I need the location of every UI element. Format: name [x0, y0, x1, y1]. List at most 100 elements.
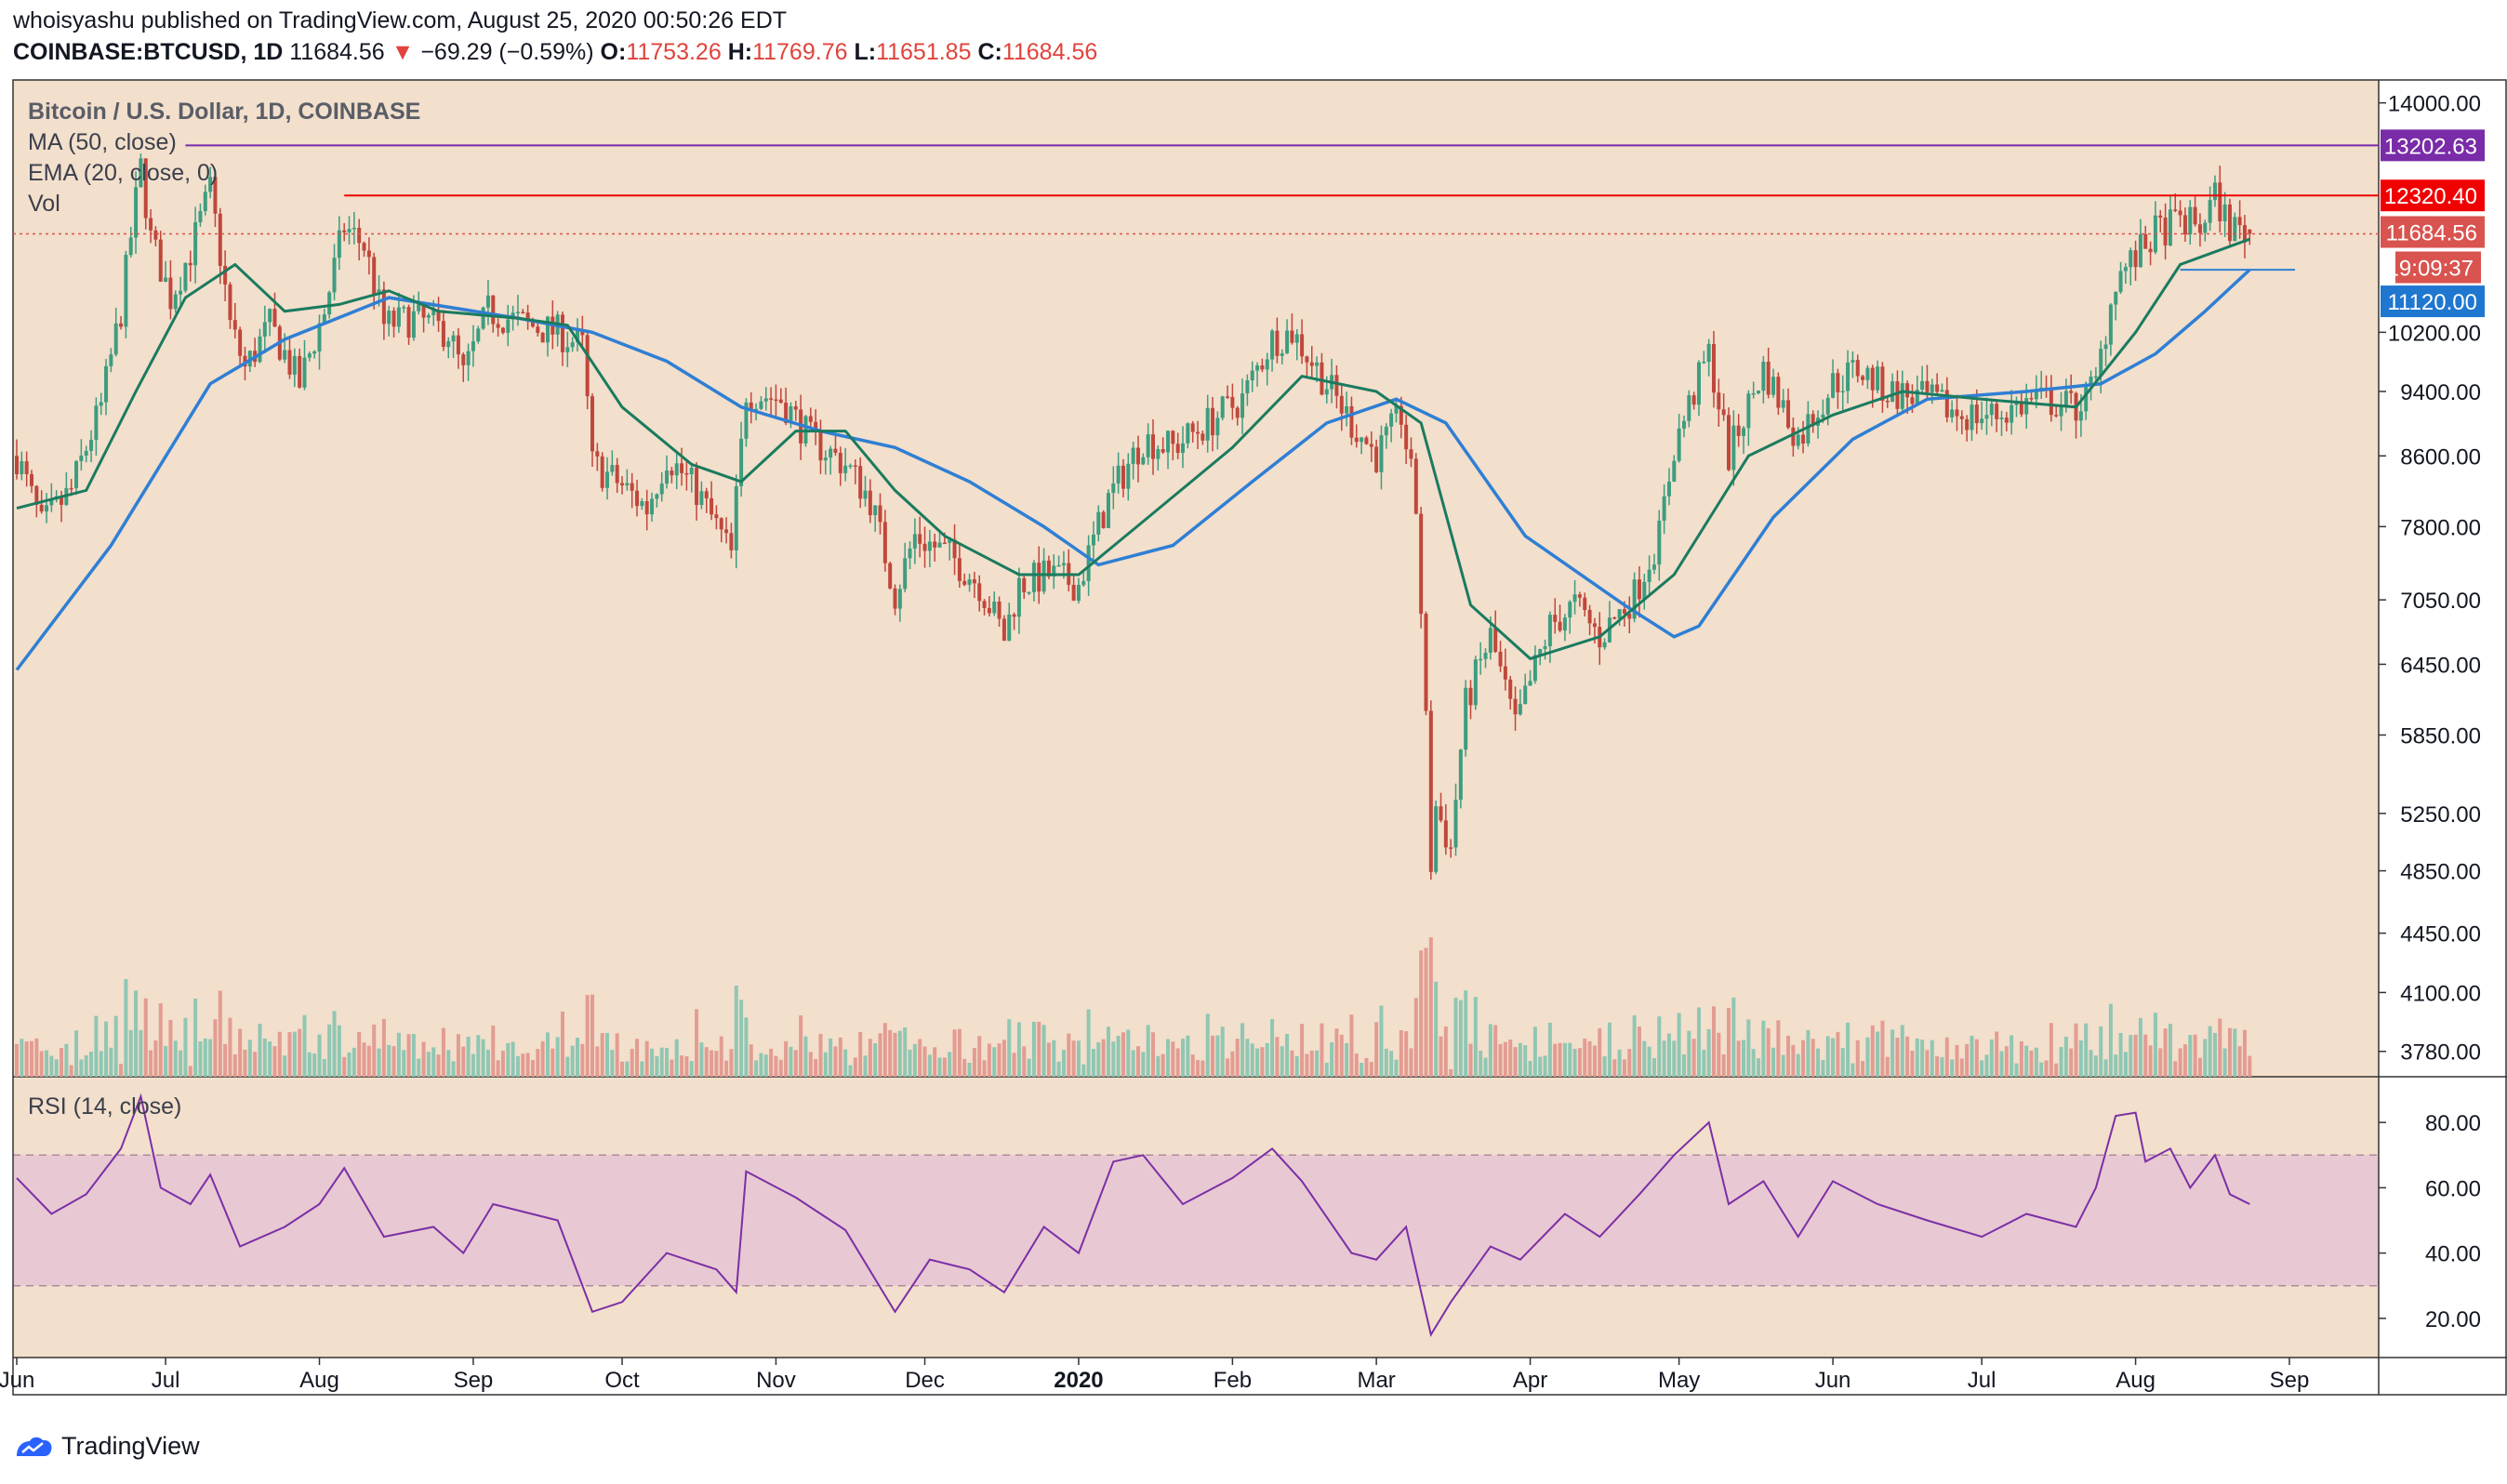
candle-body-2019-06-25 — [134, 187, 139, 238]
volume-bar-2020-06-21 — [1930, 1040, 1934, 1077]
volume-bar-2019-11-23 — [882, 1023, 887, 1077]
candle-body-2019-08-07 — [347, 229, 352, 232]
price-tick-label-9400: 9400.00 — [2400, 380, 2481, 405]
candle-body-2019-06-21 — [113, 323, 118, 355]
candle-body-2020-07-06 — [2004, 417, 2009, 423]
candle-body-2019-09-19 — [560, 314, 564, 352]
candle-body-2020-02-26 — [1354, 437, 1359, 443]
volume-bar-2020-03-24 — [1488, 1024, 1492, 1077]
volume-bar-2019-09-29 — [610, 1050, 615, 1077]
volume-bar-2020-03-03 — [1384, 1048, 1388, 1077]
volume-bar-2020-01-07 — [1106, 1027, 1110, 1077]
volume-bar-2020-07-04 — [1995, 1031, 1999, 1077]
volume-bar-2020-05-20 — [1771, 1047, 1776, 1077]
candle-body-2019-11-26 — [897, 589, 902, 609]
axis-badge-text-13202-63: 13202.63 — [2384, 134, 2477, 159]
candle-body-2019-12-02 — [927, 541, 932, 551]
candle-body-2019-10-11 — [670, 470, 674, 476]
candle-body-2020-08-07 — [2163, 218, 2168, 245]
candle-body-2019-08-14 — [381, 289, 386, 325]
candle-body-2019-12-31 — [1071, 584, 1076, 602]
candle-body-2020-01-16 — [1151, 434, 1155, 459]
volume-bar-2020-03-16 — [1449, 1068, 1453, 1077]
candle-body-2020-04-23 — [1637, 579, 1641, 600]
volume-bar-2019-12-14 — [987, 1043, 991, 1077]
volume-bar-2020-05-17 — [1757, 1058, 1761, 1077]
candle-body-2019-12-16 — [997, 601, 1001, 619]
candle-body-2019-09-16 — [545, 316, 550, 343]
candle-body-2020-08-12 — [2188, 206, 2193, 235]
candle-body-2019-09-14 — [536, 326, 540, 333]
volume-bar-2020-03-05 — [1394, 1059, 1399, 1077]
volume-bar-2020-06-17 — [1910, 1051, 1915, 1077]
candle-body-2019-09-27 — [600, 456, 604, 488]
volume-bar-2020-07-16 — [2054, 1063, 2059, 1077]
candle-body-2020-05-20 — [1771, 377, 1776, 395]
volume-bar-2020-07-29 — [2118, 1032, 2123, 1077]
candle-body-2019-06-15 — [84, 450, 88, 456]
candle-body-2020-03-18 — [1458, 749, 1463, 801]
candle-body-2019-11-25 — [893, 588, 897, 609]
volume-bar-2020-03-13 — [1434, 981, 1439, 1077]
time-tick-label-5: Nov — [756, 1368, 796, 1393]
price-tick-label-7800: 7800.00 — [2400, 515, 2481, 540]
candle-body-2020-05-30 — [1821, 414, 1825, 418]
footer-brand[interactable]: TradingView — [13, 1432, 200, 1461]
volume-bar-2019-12-09 — [962, 1058, 967, 1077]
candle-body-2020-06-22 — [1935, 384, 1940, 392]
volume-bar-2019-10-18 — [704, 1047, 709, 1077]
candle-body-2019-06-01 — [15, 456, 19, 475]
volume-bar-2019-10-27 — [749, 1044, 753, 1077]
candle-body-2020-07-30 — [2123, 267, 2128, 272]
volume-bar-2020-02-10 — [1275, 1037, 1280, 1077]
volume-bar-2019-07-16 — [238, 1028, 243, 1077]
candle-body-2020-07-11 — [2029, 398, 2034, 400]
candle-body-2019-09-01 — [471, 341, 475, 351]
volume-bar-2019-06-17 — [94, 1015, 99, 1077]
candle-body-2020-04-07 — [1558, 621, 1562, 631]
volume-bar-2020-07-03 — [1989, 1039, 1994, 1077]
volume-bar-2020-01-25 — [1196, 1060, 1200, 1077]
volume-bar-2019-06-23 — [124, 979, 128, 1077]
candle-body-2020-03-21 — [1473, 659, 1478, 706]
candle-body-2019-06-29 — [153, 230, 158, 240]
candle-body-2020-08-03 — [2143, 233, 2148, 249]
volume-bar-2019-11-04 — [789, 1046, 793, 1077]
axis-badge-13202-63 — [2381, 129, 2485, 162]
candle-body-2020-02-05 — [1250, 370, 1254, 381]
volume-bar-2020-01-10 — [1121, 1032, 1125, 1077]
candle-body-2019-12-15 — [992, 601, 997, 614]
candle-body-2019-09-15 — [540, 332, 545, 343]
change-arrow-icon: ▼ — [391, 39, 415, 65]
volume-bar-2019-06-18 — [99, 1051, 103, 1077]
volume-bar-2019-10-17 — [699, 1042, 704, 1077]
volume-bar-2019-06-24 — [128, 1029, 133, 1077]
volume-bar-2019-06-15 — [84, 1054, 88, 1077]
candle-body-2020-02-28 — [1364, 437, 1369, 444]
candle-body-2020-06-12 — [1885, 401, 1890, 403]
volume-bar-2019-10-25 — [739, 1000, 744, 1077]
candle-body-2019-09-06 — [496, 324, 500, 328]
candle-body-2019-11-02 — [778, 399, 783, 404]
candle-body-2019-09-24 — [585, 335, 590, 397]
price-tick-label-4450: 4450.00 — [2400, 922, 2481, 947]
candle-body-2020-03-26 — [1498, 651, 1503, 667]
candle-body-2020-04-01 — [1528, 681, 1532, 686]
candle-body-2020-02-10 — [1275, 330, 1280, 356]
volume-bar-2019-11-15 — [843, 1049, 848, 1077]
volume-bar-2019-07-14 — [228, 1017, 232, 1077]
volume-bar-2020-06-22 — [1935, 1056, 1940, 1077]
time-tick-label-1: Jul — [152, 1368, 180, 1393]
volume-bar-2019-08-30 — [461, 1046, 466, 1077]
candle-body-2020-08-04 — [2148, 248, 2153, 253]
candle-body-2020-02-04 — [1245, 380, 1250, 394]
volume-bar-2020-06-01 — [1831, 1038, 1836, 1077]
volume-bar-2019-06-29 — [153, 1040, 158, 1077]
price-tick-label-10200: 10200.00 — [2388, 321, 2481, 346]
candle-body-2019-10-19 — [710, 497, 714, 515]
volume-bar-2020-07-01 — [1980, 1060, 1984, 1077]
candle-body-2019-07-22 — [268, 309, 272, 323]
volume-bar-2019-10-24 — [734, 985, 738, 1077]
candle-body-2019-12-27 — [1052, 565, 1056, 577]
